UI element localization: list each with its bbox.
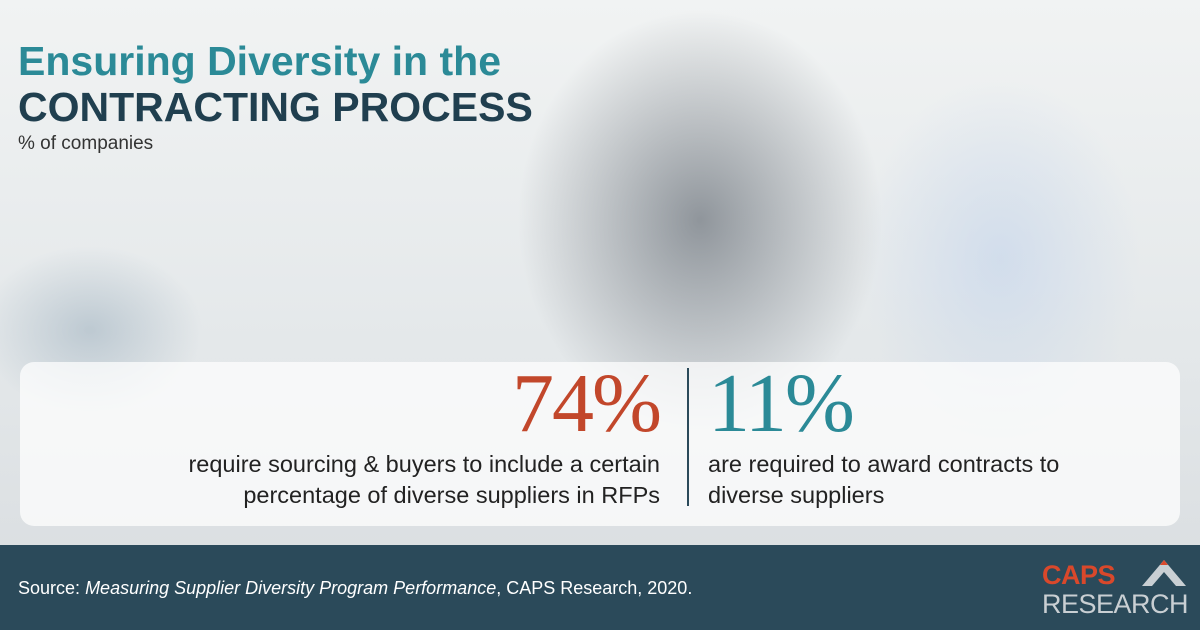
stat-description: are required to award contracts to diver… xyxy=(708,451,1060,508)
stat-description: require sourcing & buyers to include a c… xyxy=(188,451,660,508)
footer-bar xyxy=(0,545,1200,630)
source: Source: Measuring Supplier Diversity Pro… xyxy=(18,578,692,599)
subtitle: % of companies xyxy=(18,133,154,154)
source-title: Measuring Supplier Diversity Program Per… xyxy=(85,578,497,598)
divider xyxy=(687,368,689,506)
stat-value: 74% xyxy=(512,357,662,450)
stat-panel xyxy=(20,362,1180,526)
title: CONTRACTING PROCESS xyxy=(18,84,533,130)
source-rest: , CAPS Research, 2020. xyxy=(496,578,693,598)
stat-value: 11% xyxy=(708,357,855,450)
title: Ensuring Diversity in the xyxy=(18,38,501,84)
source-label: Source: xyxy=(18,578,81,598)
logo-icon xyxy=(1142,560,1186,586)
logo-text: RESEARCH xyxy=(1042,589,1189,619)
logo-text: CAPS xyxy=(1042,560,1116,590)
